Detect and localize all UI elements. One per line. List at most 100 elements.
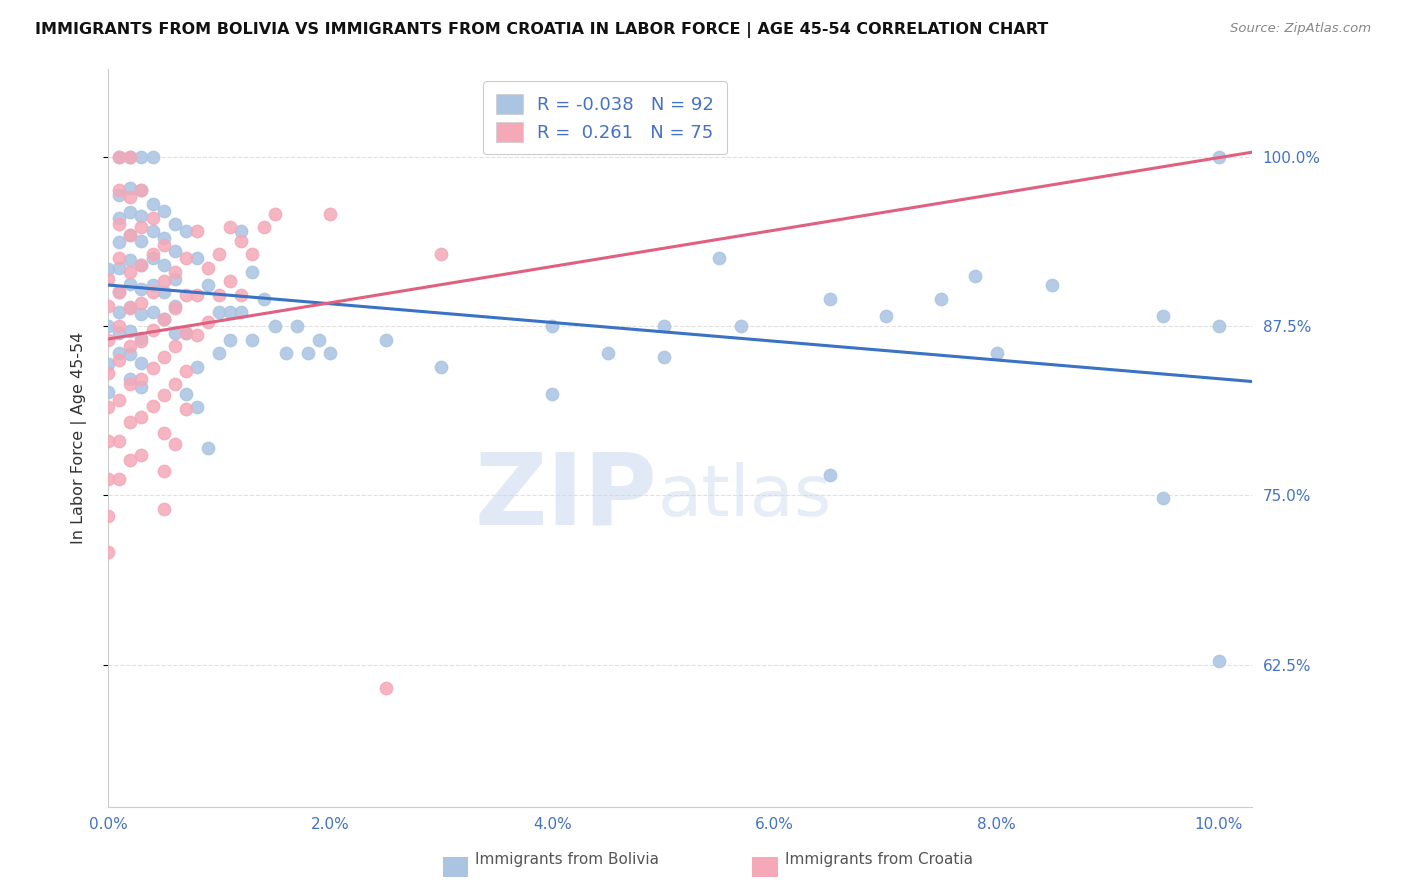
Point xyxy=(120,228,142,243)
Point xyxy=(131,380,153,394)
Point xyxy=(152,274,174,288)
Point xyxy=(131,296,153,310)
Point xyxy=(120,347,142,361)
Point xyxy=(430,247,453,261)
Point xyxy=(219,305,242,319)
Point xyxy=(108,184,131,198)
Point xyxy=(97,271,120,285)
Point xyxy=(197,260,219,275)
Point xyxy=(108,318,131,333)
Point xyxy=(108,434,131,449)
Point xyxy=(596,346,619,360)
Point xyxy=(97,333,120,347)
Point xyxy=(141,197,163,211)
Point xyxy=(285,318,308,333)
Point xyxy=(875,310,897,324)
Point xyxy=(131,448,153,462)
Point xyxy=(263,206,285,220)
Point xyxy=(242,265,264,279)
Point xyxy=(163,299,186,313)
Point xyxy=(108,305,131,319)
Point xyxy=(108,211,131,225)
Point xyxy=(141,399,163,413)
Point xyxy=(97,262,120,277)
Point xyxy=(108,187,131,202)
Point xyxy=(120,265,142,279)
Point xyxy=(208,247,231,261)
Point xyxy=(141,361,163,376)
Point xyxy=(108,472,131,486)
Point xyxy=(818,292,841,306)
Point xyxy=(986,346,1008,360)
Point xyxy=(131,234,153,248)
Point xyxy=(1208,318,1230,333)
Point xyxy=(219,220,242,235)
Point xyxy=(252,292,274,306)
Point xyxy=(97,508,120,523)
Point xyxy=(141,150,163,164)
Point xyxy=(120,453,142,467)
Point xyxy=(1208,654,1230,668)
Point xyxy=(108,285,131,299)
Point xyxy=(152,388,174,402)
Point xyxy=(963,268,986,283)
Point xyxy=(297,346,319,360)
Point xyxy=(131,282,153,296)
Text: IMMIGRANTS FROM BOLIVIA VS IMMIGRANTS FROM CROATIA IN LABOR FORCE | AGE 45-54 CO: IMMIGRANTS FROM BOLIVIA VS IMMIGRANTS FR… xyxy=(35,22,1049,38)
Point xyxy=(120,339,142,353)
Point xyxy=(108,150,131,164)
Point xyxy=(120,228,142,243)
Point xyxy=(231,234,253,248)
Point xyxy=(163,265,186,279)
Point xyxy=(174,326,197,340)
Point xyxy=(163,326,186,340)
Point xyxy=(108,393,131,408)
Point xyxy=(152,231,174,245)
Point xyxy=(174,401,197,416)
Point xyxy=(131,220,153,235)
Text: ZIP: ZIP xyxy=(474,449,657,545)
Point xyxy=(152,425,174,440)
Point xyxy=(131,184,153,198)
Point xyxy=(219,274,242,288)
Point xyxy=(120,300,142,314)
Point xyxy=(141,224,163,238)
Point xyxy=(707,251,730,265)
Point xyxy=(97,472,120,486)
Point xyxy=(141,251,163,265)
Point xyxy=(263,318,285,333)
Point xyxy=(141,323,163,337)
Point xyxy=(197,441,219,455)
Point xyxy=(131,258,153,272)
Point xyxy=(152,258,174,272)
Point xyxy=(131,331,153,345)
Point xyxy=(174,386,197,401)
Point xyxy=(120,277,142,291)
Point xyxy=(163,271,186,285)
Point xyxy=(131,409,153,424)
Point xyxy=(208,346,231,360)
Point xyxy=(319,206,342,220)
Point xyxy=(97,401,120,415)
Point xyxy=(120,190,142,204)
Point xyxy=(131,334,153,348)
Point xyxy=(120,180,142,194)
Point xyxy=(430,359,453,374)
Point xyxy=(174,251,197,265)
Point xyxy=(186,359,208,374)
Point xyxy=(818,468,841,483)
Point xyxy=(141,211,163,225)
Point xyxy=(152,237,174,252)
Point xyxy=(152,312,174,326)
Point xyxy=(163,437,186,451)
Point xyxy=(131,184,153,198)
Point xyxy=(219,333,242,347)
Point xyxy=(152,350,174,364)
Point xyxy=(120,377,142,392)
Text: atlas: atlas xyxy=(657,462,832,532)
Point xyxy=(174,364,197,378)
Point xyxy=(374,333,396,347)
Point xyxy=(120,205,142,219)
Point xyxy=(197,278,219,293)
Point xyxy=(97,434,120,449)
